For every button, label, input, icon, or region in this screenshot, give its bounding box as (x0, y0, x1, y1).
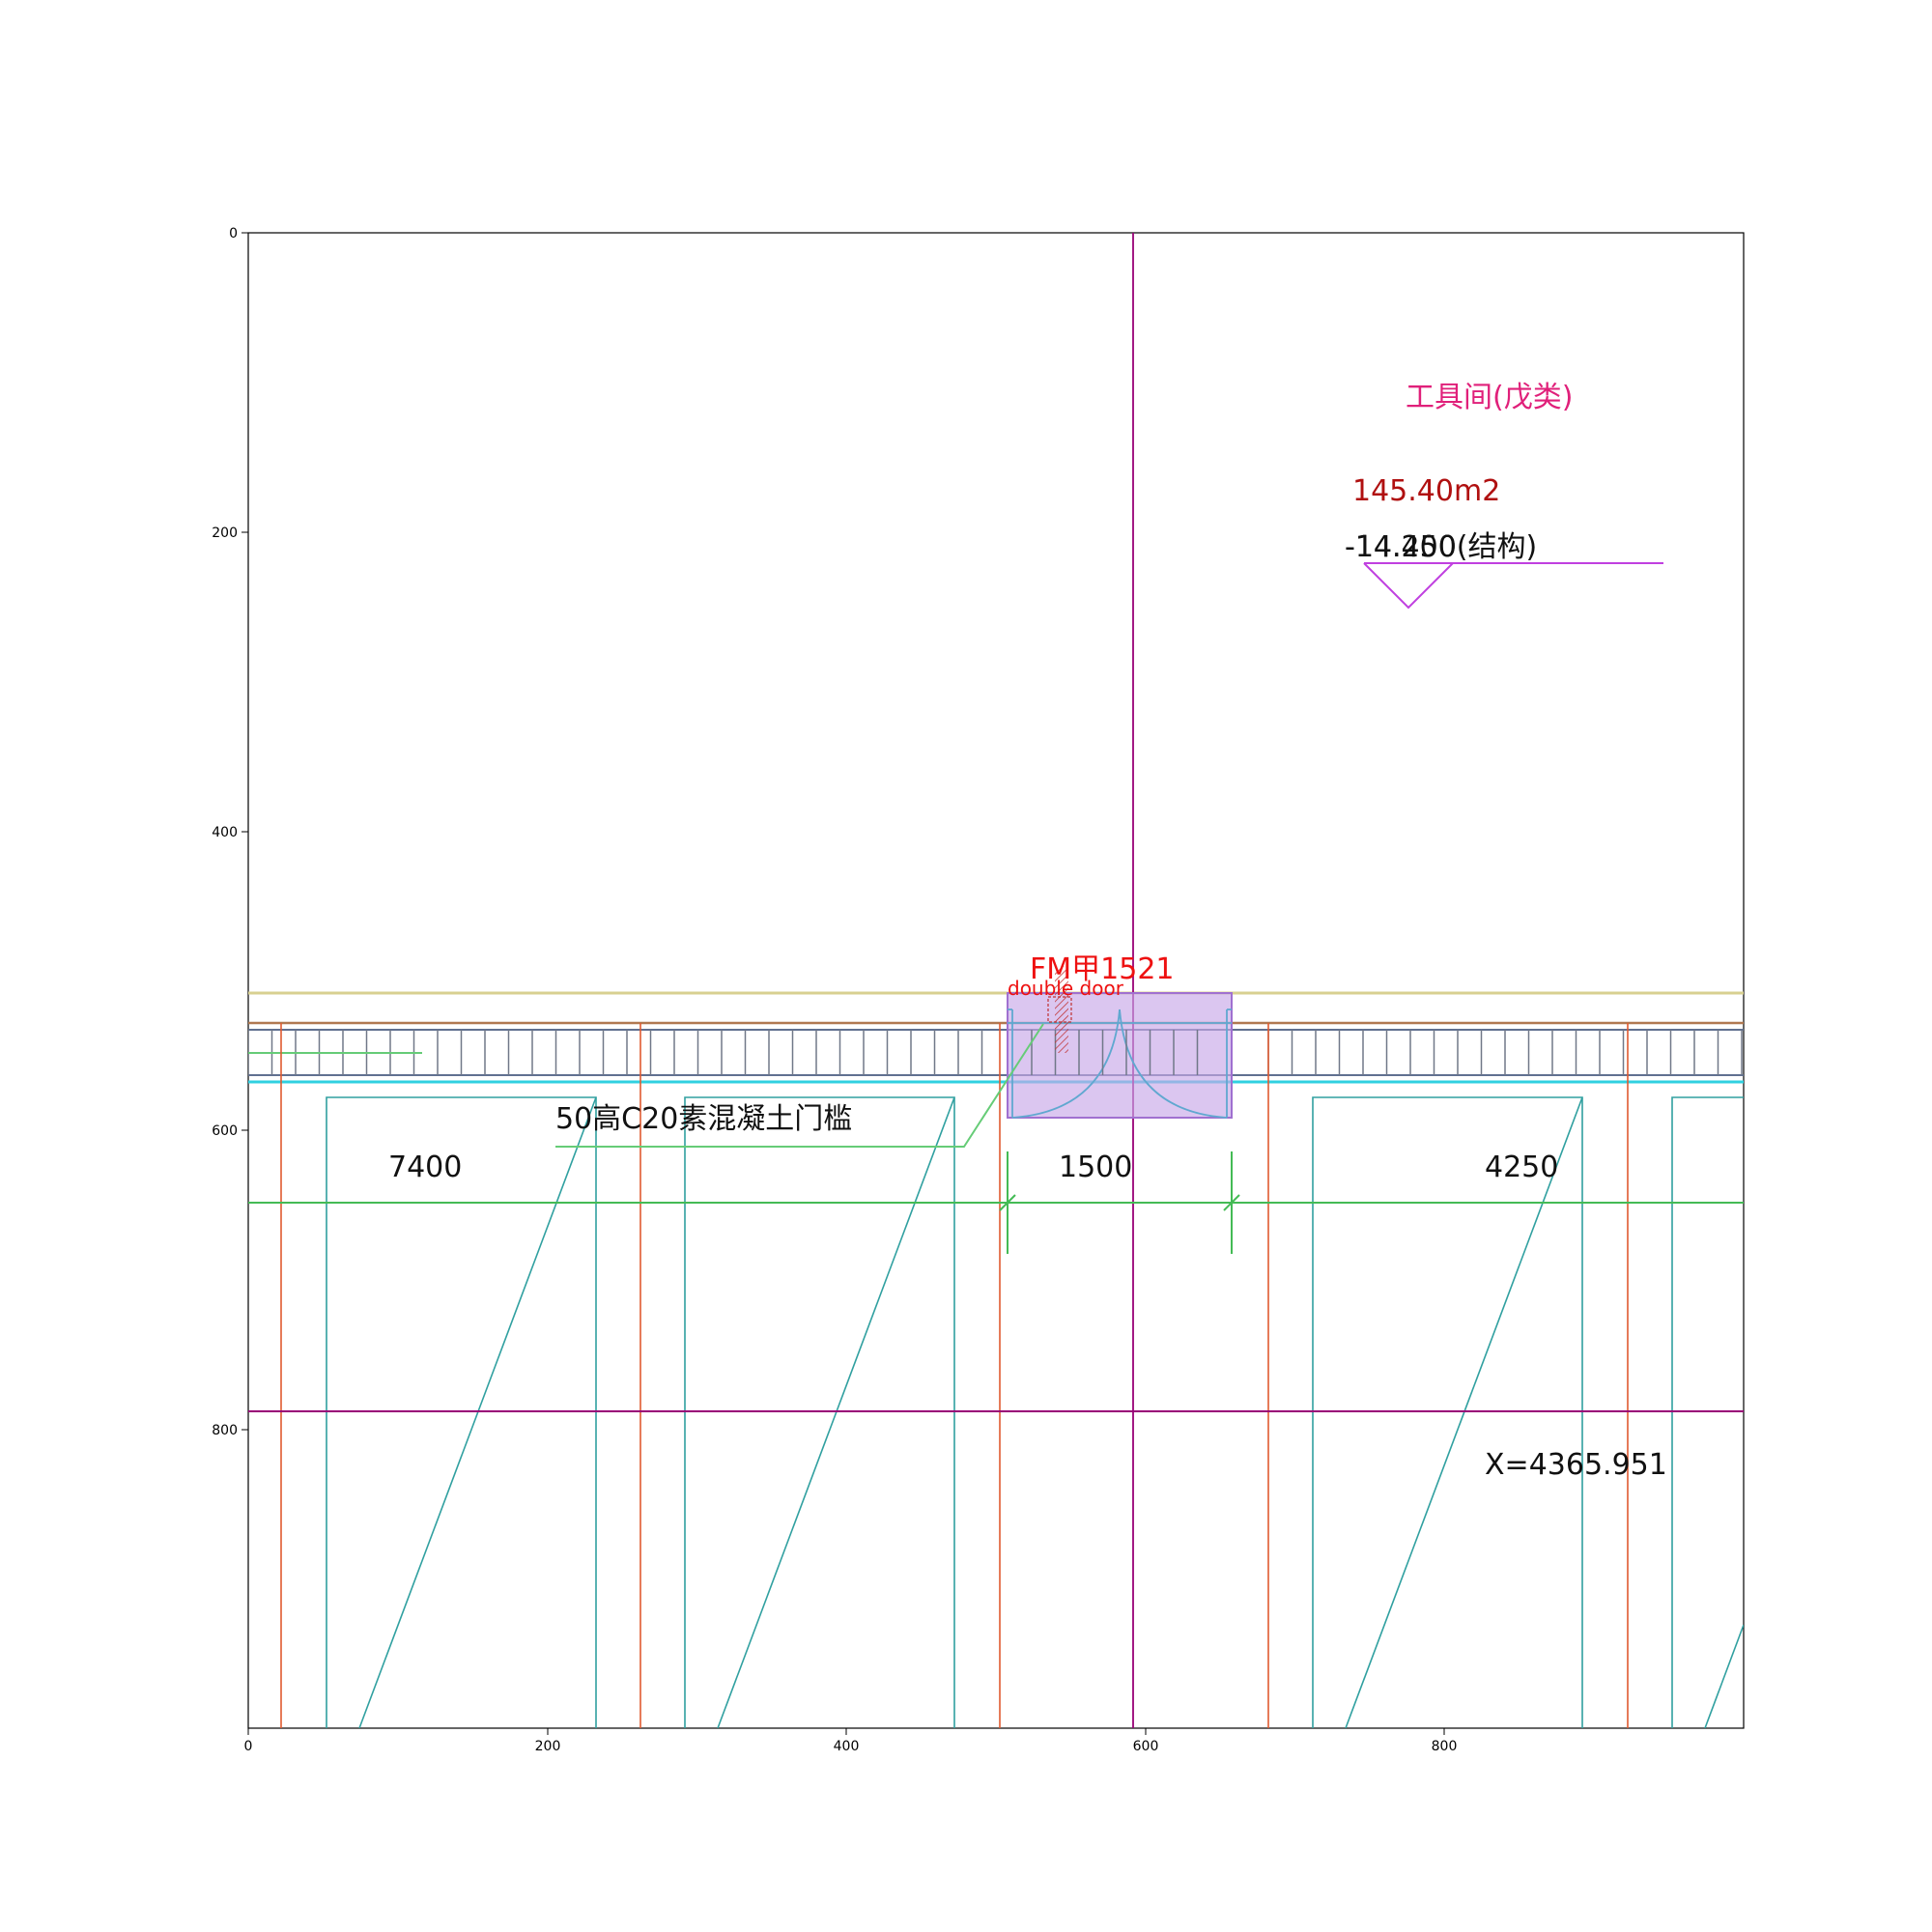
door-type: double door (1008, 977, 1124, 1000)
cad-drawing: 工具间(戊类) 145.40m2 -14.400 -14.250(结构) FM甲… (248, 233, 1744, 1728)
y-tick-label: 400 (212, 825, 238, 840)
dimension-mid: 1500 (1059, 1151, 1132, 1184)
elevation-marker (1363, 562, 1663, 610)
x-tick-label: 0 (244, 1739, 253, 1754)
plot-frame (247, 232, 1745, 1729)
y-tick-label: 200 (212, 526, 238, 541)
y-tick-label: 600 (212, 1123, 238, 1139)
x-tick-label: 400 (834, 1739, 860, 1754)
column-lines (280, 1023, 1629, 1728)
dimension-ticks (999, 1151, 1240, 1254)
room-area: 145.40m2 (1352, 474, 1500, 508)
door-code: FM甲1521 (1030, 952, 1175, 986)
door-swing (1008, 1009, 1232, 1119)
dimension-left: 7400 (388, 1151, 462, 1184)
x-axis: 0 200 400 600 800 (244, 1728, 1458, 1754)
wall-hatch (1267, 1030, 1743, 1075)
threshold-leader (555, 1023, 1044, 1148)
room-name: 工具间(戊类) (1406, 381, 1573, 414)
y-tick-label: 0 (229, 226, 238, 242)
dimension-right: 4250 (1485, 1151, 1558, 1184)
x-tick-label: 200 (535, 1739, 561, 1754)
hatched-marker (1055, 966, 1068, 1053)
threshold-note: 50高C20素混凝土门槛 (555, 1102, 852, 1136)
y-axis: 0 200 400 600 800 (212, 226, 248, 1438)
x-tick-label: 600 (1133, 1739, 1159, 1754)
x-tick-label: 800 (1432, 1739, 1458, 1754)
elevation-label: -14.400 (1345, 530, 1457, 564)
coordinate-label: X=4365.951 (1485, 1448, 1667, 1482)
marker-box (1047, 996, 1072, 1023)
y-tick-label: 800 (212, 1423, 238, 1438)
elevation-label: -14.250(结构) (1345, 530, 1537, 564)
